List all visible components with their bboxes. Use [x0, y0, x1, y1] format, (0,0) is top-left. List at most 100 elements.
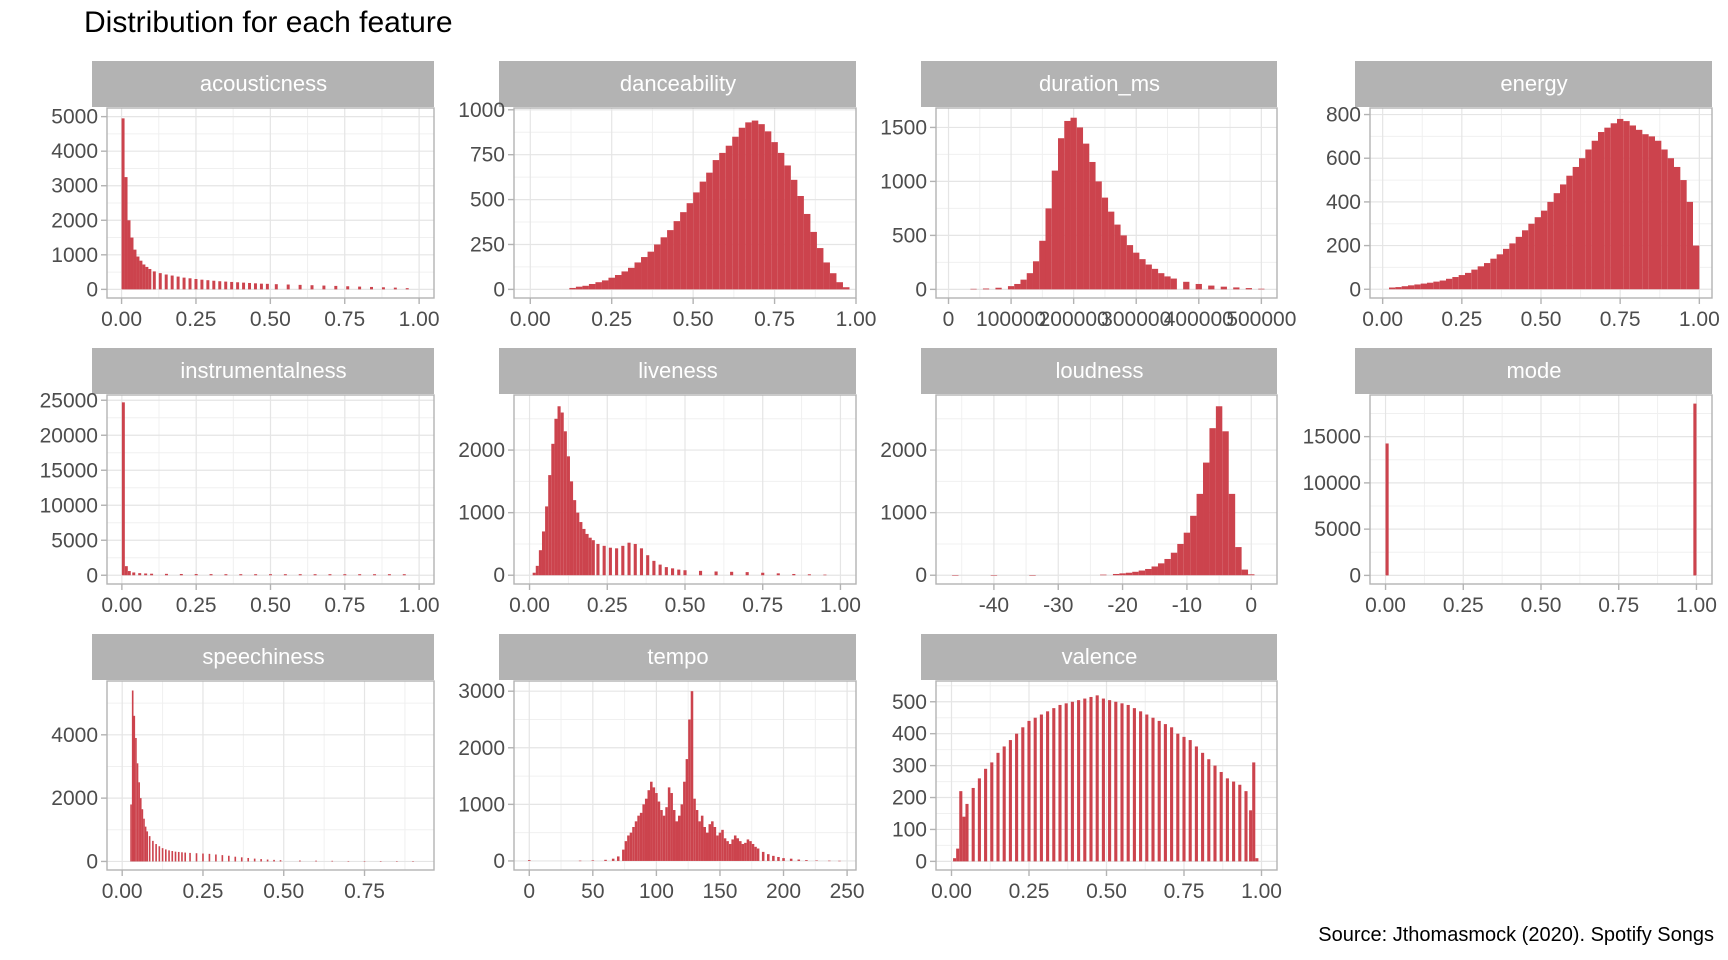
histogram-bar	[764, 131, 772, 290]
histogram-bar	[732, 136, 739, 290]
histogram-bar	[1046, 711, 1050, 862]
histogram-bar	[259, 283, 263, 290]
histogram-bar	[1138, 570, 1146, 576]
x-tick-label: 150	[702, 880, 737, 903]
histogram-bar	[1572, 166, 1579, 290]
histogram-bar	[195, 853, 198, 862]
histogram-bar	[1196, 493, 1204, 576]
histogram-bar	[1547, 201, 1554, 290]
facet-danceability: danceability 0.00 0.25 0.50 0.75 1.00 0 250 500 7…	[458, 61, 876, 331]
histogram-bar	[1114, 224, 1121, 290]
histogram-bar	[1219, 771, 1223, 862]
y-tick-label: 0	[493, 564, 505, 587]
histogram-bar	[746, 839, 750, 861]
histogram-bar	[1446, 278, 1453, 290]
x-tick-label: 0.00	[1362, 308, 1403, 331]
histogram-bar	[578, 860, 582, 862]
histogram-bar	[136, 256, 140, 290]
facet-strip	[92, 634, 434, 680]
y-tick-label: 10000	[1303, 472, 1361, 495]
histogram-bar	[646, 555, 650, 576]
histogram-bar	[215, 854, 217, 862]
histogram-bar	[1248, 574, 1255, 576]
y-tick-label: 200	[892, 787, 927, 810]
histogram-bar	[557, 406, 561, 576]
histogram-bar	[373, 574, 377, 576]
histogram-bar	[667, 230, 674, 290]
histogram-bar	[299, 860, 301, 862]
histogram-bar	[150, 573, 154, 576]
histogram-bar	[632, 826, 635, 861]
histogram-bar	[224, 281, 228, 290]
histogram-bar	[660, 237, 668, 290]
y-tick-label: 2000	[51, 787, 98, 810]
histogram-bar	[730, 571, 734, 576]
histogram-bar	[1083, 143, 1090, 290]
histogram-bar	[1190, 515, 1197, 576]
y-tick-label: 4000	[51, 140, 98, 163]
histogram-bar	[1238, 784, 1242, 862]
histogram-bar	[1164, 276, 1171, 290]
x-tick-label: 0.75	[742, 594, 783, 617]
histogram-bar	[1077, 700, 1081, 862]
y-tick-label: 2000	[51, 209, 98, 232]
histogram-bar	[758, 124, 765, 290]
histogram-bar	[1395, 287, 1402, 290]
histogram-bar	[1215, 406, 1223, 576]
x-tick-label: 0.00	[931, 880, 972, 903]
histogram-bar	[624, 841, 628, 861]
histogram-bar	[1183, 532, 1191, 576]
histogram-bar	[560, 412, 564, 576]
histogram-bar	[716, 835, 719, 861]
facet-strip-label: duration_ms	[1039, 71, 1160, 96]
facet-strip-label: instrumentalness	[180, 358, 346, 383]
histogram-bar	[575, 286, 583, 290]
x-tick-label: 1.00	[1241, 880, 1282, 903]
histogram-bar	[1674, 166, 1681, 290]
histogram-bar	[965, 803, 969, 862]
histogram-bar	[595, 282, 602, 290]
histogram-bar	[1058, 138, 1065, 290]
histogram-bar	[1496, 254, 1503, 290]
histogram-bar	[761, 851, 765, 861]
histogram-bar	[405, 288, 409, 290]
facet-strip-label: speechiness	[202, 644, 324, 669]
histogram-bar	[754, 846, 757, 861]
x-tick-label: 0.00	[101, 308, 142, 331]
histogram-bar	[982, 288, 990, 290]
histogram-bar	[535, 565, 539, 576]
y-tick-label: 15000	[1303, 426, 1361, 449]
x-tick-label: 0.75	[324, 594, 365, 617]
histogram-bar	[1158, 273, 1165, 290]
histogram-bar	[1655, 140, 1662, 290]
histogram-bar	[1249, 810, 1253, 862]
histogram-bar	[1667, 158, 1674, 290]
histogram-bar	[1648, 136, 1655, 290]
histogram-bar	[1693, 245, 1700, 290]
facet-strip	[499, 634, 856, 680]
facet-tempo: tempo 0 50 100 150 200 250 0 1000 2000 3000	[458, 634, 865, 903]
histogram-bar	[396, 861, 398, 862]
y-tick-label: 0	[493, 278, 505, 301]
histogram-bar	[171, 851, 174, 862]
y-tick-label: 4000	[51, 724, 98, 747]
histogram-bar	[551, 443, 555, 576]
histogram-bar	[647, 251, 655, 290]
x-tick-label: 1.00	[1679, 308, 1720, 331]
histogram-bar	[174, 851, 177, 862]
histogram-bar	[644, 798, 648, 861]
histogram-bar	[161, 848, 164, 862]
histogram-bar	[328, 574, 332, 576]
y-tick-label: 200	[1326, 235, 1361, 258]
histogram-bar	[1566, 175, 1573, 290]
histogram-bar	[1039, 240, 1046, 290]
histogram-bar	[1258, 288, 1265, 290]
y-tick-label: 0	[915, 850, 927, 873]
histogram-bar	[797, 195, 804, 290]
histogram-bar	[1100, 574, 1107, 576]
histogram-bar	[1064, 703, 1068, 862]
histogram-bar	[298, 284, 302, 290]
histogram-bar	[639, 548, 644, 576]
histogram-bar	[1014, 283, 1021, 290]
histogram-bar	[588, 283, 596, 290]
